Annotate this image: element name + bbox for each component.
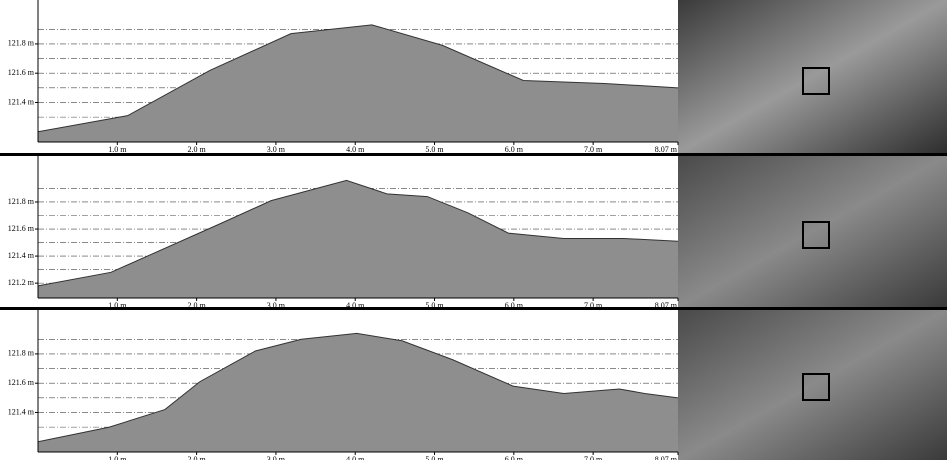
x-tick-label: 1.0 m <box>108 301 127 310</box>
y-tick-label: 121.8 m <box>8 39 35 48</box>
terrain-image <box>678 0 947 153</box>
chart: 121.4 m 121.6 m 121.8 m 1.0 m 2.0 m 3.0 m 4.0 … <box>0 0 947 460</box>
x-tick-label: 3.0 m <box>267 145 286 154</box>
x-tick-label: 7.0 m <box>584 455 603 460</box>
y-tick-label: 121.6 m <box>8 68 35 77</box>
x-tick-label: 8.07 m <box>655 145 678 154</box>
page: {"chart_data": [ {"type": "area", "color… <box>0 0 947 460</box>
x-tick-label: 1.0 m <box>108 145 127 154</box>
terrain-image <box>678 310 947 460</box>
x-tick-label: 7.0 m <box>584 145 603 154</box>
y-tick-label: 121.2 m <box>8 278 35 287</box>
profile-area <box>38 333 678 452</box>
x-tick-label: 2.0 m <box>187 145 206 154</box>
separator <box>0 153 947 156</box>
x-tick-label: 1.0 m <box>108 455 127 460</box>
x-tick-label: 4.0 m <box>346 301 365 310</box>
terrain-image <box>678 156 947 307</box>
x-tick-label: 5.0 m <box>425 301 444 310</box>
x-tick-label: 6.0 m <box>505 145 524 154</box>
x-tick-label: 2.0 m <box>187 301 206 310</box>
x-tick-label: 8.07 m <box>655 455 678 460</box>
x-tick-label: 7.0 m <box>584 301 603 310</box>
x-tick-label: 4.0 m <box>346 145 365 154</box>
y-tick-label: 121.4 m <box>8 251 35 260</box>
x-tick-label: 3.0 m <box>267 301 286 310</box>
separator <box>0 307 947 310</box>
x-tick-label: 5.0 m <box>425 145 444 154</box>
y-tick-label: 121.8 m <box>8 197 35 206</box>
y-tick-label: 121.4 m <box>8 407 35 416</box>
x-tick-label: 8.07 m <box>655 301 678 310</box>
x-tick-label: 4.0 m <box>346 455 365 460</box>
x-tick-label: 3.0 m <box>267 455 286 460</box>
y-tick-label: 121.6 m <box>8 378 35 387</box>
y-tick-label: 121.6 m <box>8 224 35 233</box>
x-tick-label: 5.0 m <box>425 455 444 460</box>
x-tick-label: 6.0 m <box>505 301 524 310</box>
profile-area <box>38 180 678 298</box>
y-tick-label: 121.4 m <box>8 97 35 106</box>
y-tick-label: 121.8 m <box>8 349 35 358</box>
x-tick-label: 6.0 m <box>505 455 524 460</box>
profile-area <box>38 25 678 142</box>
x-tick-label: 2.0 m <box>187 455 206 460</box>
